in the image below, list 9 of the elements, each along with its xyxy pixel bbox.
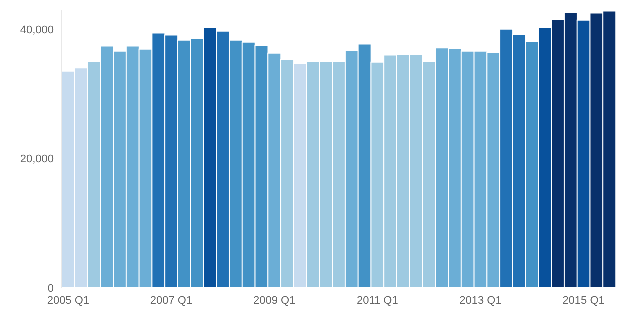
x-tick-label: 2013 Q1 xyxy=(460,294,502,307)
x-tick-label: 2007 Q1 xyxy=(150,294,193,307)
y-tick-label: 40,000 xyxy=(20,24,54,36)
x-tick-label: 2011 Q1 xyxy=(356,294,398,307)
y-tick-label: 20,000 xyxy=(20,154,54,166)
y-tick-label: 0 xyxy=(48,282,54,295)
x-tick-label: 2015 Q1 xyxy=(562,294,605,307)
x-tick-label: 2005 Q1 xyxy=(47,294,90,307)
x-tick-label: 2009 Q1 xyxy=(253,294,296,307)
